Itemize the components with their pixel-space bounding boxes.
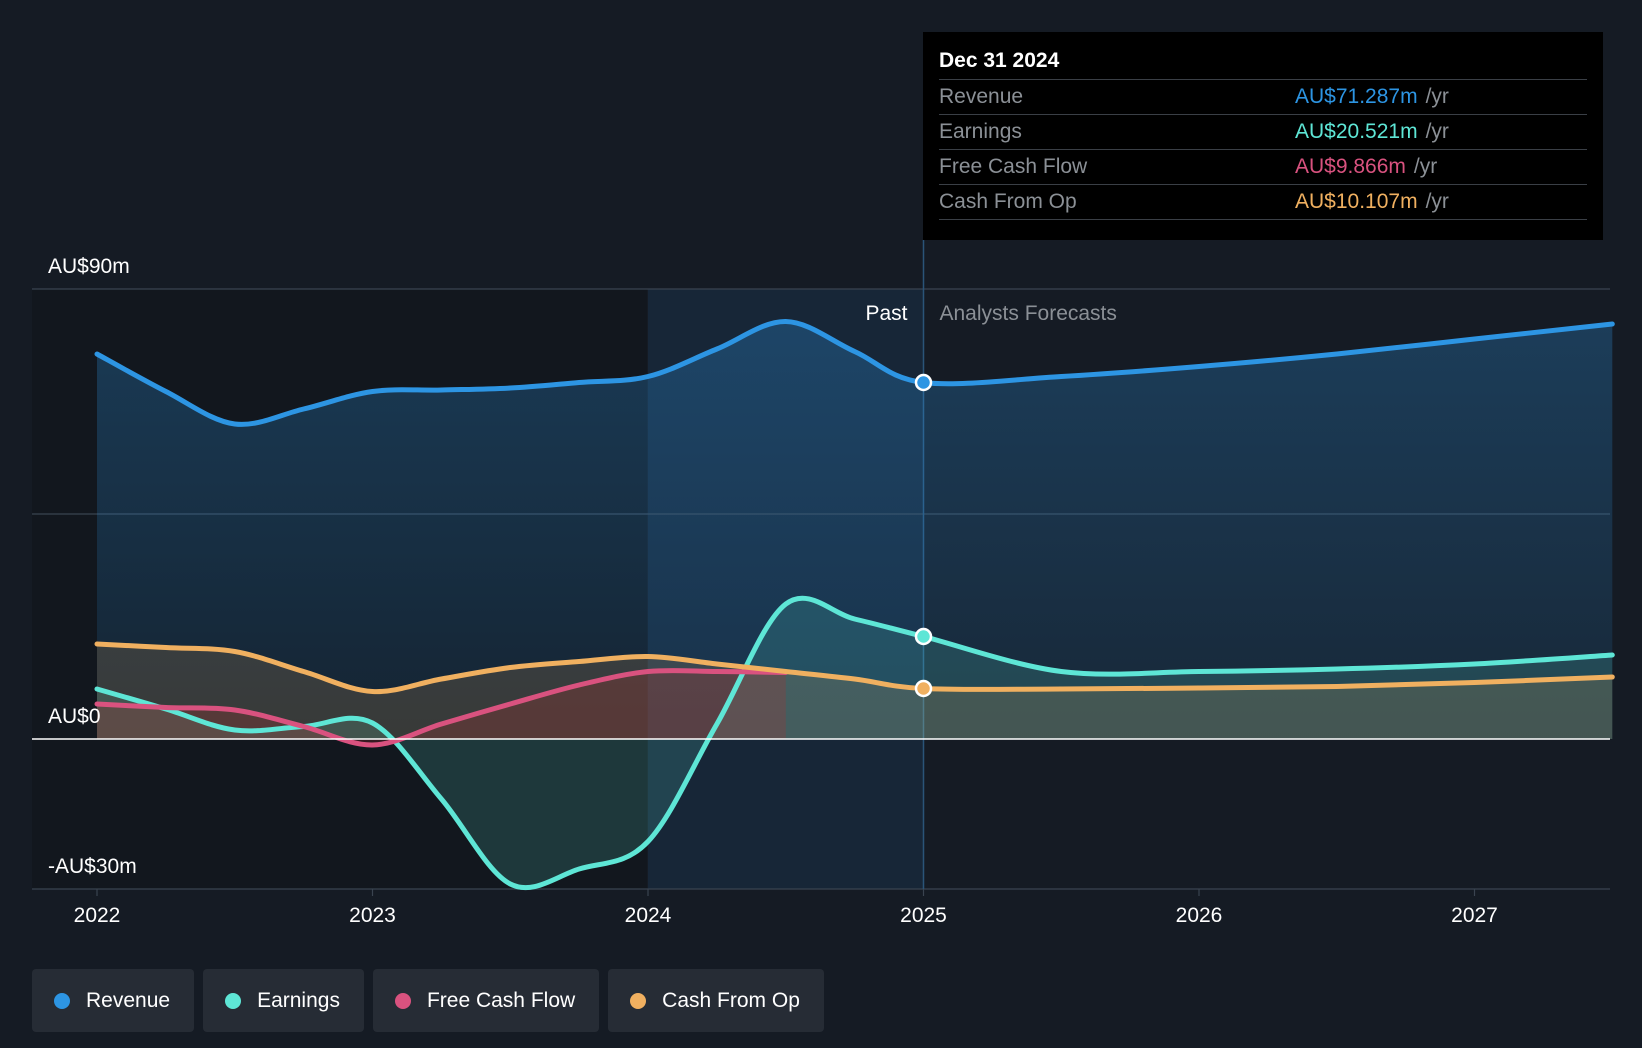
tooltip-row-earnings: Earnings AU$20.521m /yr xyxy=(939,114,1587,149)
y-tick-label: AU$90m xyxy=(48,255,130,278)
revenue-marker[interactable] xyxy=(914,373,933,392)
past-label: Past xyxy=(865,302,907,325)
tooltip: Dec 31 2024 Revenue AU$71.287m /yr Earni… xyxy=(923,32,1603,240)
revenue-area xyxy=(97,321,1613,739)
tooltip-unit: /yr xyxy=(1425,85,1449,108)
legend-label: Earnings xyxy=(257,988,340,1012)
legend-item-revenue[interactable]: Revenue xyxy=(32,969,195,1032)
legend-label: Cash From Op xyxy=(662,988,800,1012)
earnings-marker[interactable] xyxy=(914,627,933,646)
forecast-label: Analysts Forecasts xyxy=(940,302,1117,325)
x-tick-label: 2024 xyxy=(625,904,672,927)
tooltip-unit: /yr xyxy=(1413,155,1438,178)
earnings-line xyxy=(94,595,1615,891)
tooltip-unit: /yr xyxy=(1425,120,1449,143)
legend-item-cash-from-op[interactable]: Cash From Op xyxy=(608,969,824,1032)
tooltip-label: Revenue xyxy=(939,85,1024,108)
tooltip-value: AU$71.287m xyxy=(1295,85,1418,108)
legend-item-earnings[interactable]: Earnings xyxy=(203,969,364,1032)
x-tick-label: 2027 xyxy=(1451,904,1498,927)
x-tick-label: 2026 xyxy=(1176,904,1223,927)
x-tick-label: 2023 xyxy=(349,904,396,927)
tooltip-unit: /yr xyxy=(1425,190,1449,213)
tooltip-label: Earnings xyxy=(939,120,1022,143)
earnings-dot-icon xyxy=(225,992,242,1009)
revenue-line xyxy=(94,318,1615,427)
tooltip-date: Dec 31 2024 xyxy=(939,49,1060,72)
tooltip-value: AU$20.521m xyxy=(1295,120,1418,143)
tooltip-value: AU$10.107m xyxy=(1295,190,1418,213)
y-tick-label: AU$0 xyxy=(48,705,101,728)
tooltip-label: Cash From Op xyxy=(939,190,1077,213)
tooltip-row-cash-from-op: Cash From Op AU$10.107m /yr xyxy=(939,184,1587,220)
x-tick-label: 2025 xyxy=(900,904,947,927)
tooltip-value: AU$9.866m xyxy=(1295,155,1406,178)
free-cash-flow-dot-icon xyxy=(394,992,411,1009)
earnings-area xyxy=(97,598,1613,888)
legend: Revenue Earnings Free Cash Flow Cash Fro… xyxy=(32,969,824,1032)
free-cash-flow-area xyxy=(97,670,786,746)
revenue-dot-icon xyxy=(54,992,70,1009)
tooltip-row-free-cash-flow: Free Cash Flow AU$9.866m /yr xyxy=(939,149,1587,184)
cash-from-op-line xyxy=(94,641,1615,695)
x-tick-label: 2022 xyxy=(74,904,121,927)
legend-item-free-cash-flow[interactable]: Free Cash Flow xyxy=(372,969,600,1032)
y-tick-label: -AU$30m xyxy=(48,855,137,878)
tooltip-label: Free Cash Flow xyxy=(939,155,1088,178)
tooltip-row-revenue: Revenue AU$71.287m /yr xyxy=(939,79,1587,114)
cash-from-op-dot-icon xyxy=(630,992,647,1009)
legend-label: Revenue xyxy=(86,988,171,1012)
legend-label: Free Cash Flow xyxy=(426,988,576,1012)
cash-from-op-marker[interactable] xyxy=(914,679,933,698)
free-cash-flow-line xyxy=(94,667,789,748)
